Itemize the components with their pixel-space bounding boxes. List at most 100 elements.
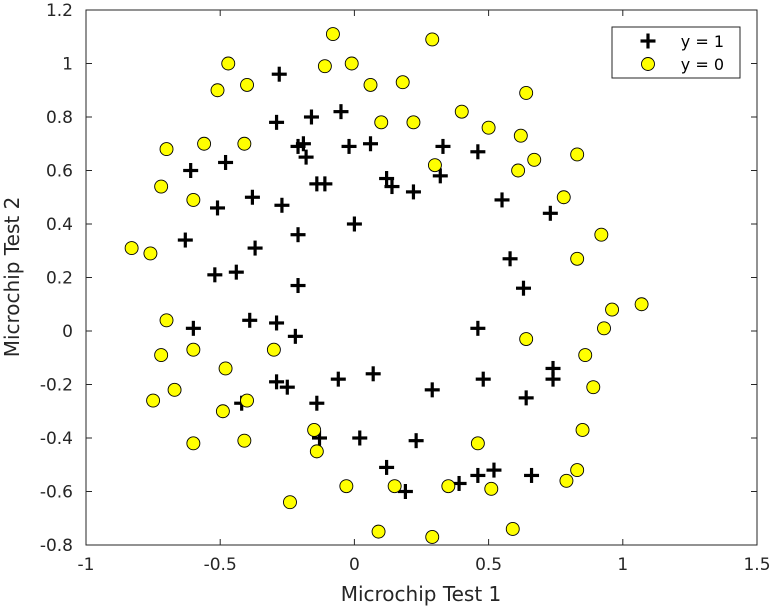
data-point-positive <box>287 328 303 344</box>
data-point-positive <box>269 315 285 331</box>
data-point-negative <box>519 85 534 100</box>
data-point-negative <box>570 251 585 266</box>
data-point-positive <box>384 179 400 195</box>
data-point-negative <box>325 27 340 42</box>
data-point-negative <box>240 393 254 408</box>
data-point-positive <box>379 171 395 187</box>
data-point-positive <box>274 197 290 213</box>
data-point-positive <box>183 163 199 178</box>
data-point-negative <box>237 136 252 151</box>
data-point-positive <box>333 104 349 120</box>
y-tick-label: -0.8 <box>40 536 73 556</box>
data-point-negative <box>215 404 230 419</box>
data-point-negative <box>186 436 201 451</box>
legend-marker-plus <box>640 33 656 49</box>
data-point-negative <box>570 147 585 162</box>
x-tick-label: 1.5 <box>743 555 770 575</box>
legend: y = 1 y = 0 <box>611 26 741 79</box>
data-point-negative <box>124 241 139 256</box>
data-point-negative <box>374 115 389 130</box>
data-point-negative <box>470 436 485 451</box>
data-point-positive <box>502 251 518 267</box>
legend-box <box>611 26 741 79</box>
data-point-negative <box>344 56 359 71</box>
data-point-positive <box>363 136 379 152</box>
data-point-positive <box>271 66 287 82</box>
data-point-negative <box>154 179 169 194</box>
data-point-negative <box>519 332 534 346</box>
data-point-positive <box>185 320 201 336</box>
data-point-negative <box>578 348 593 363</box>
data-point-positive <box>397 484 413 499</box>
data-point-negative <box>210 83 225 98</box>
data-point-negative <box>339 479 354 494</box>
data-point-positive <box>269 114 285 130</box>
data-point-negative <box>186 192 201 207</box>
data-point-positive <box>379 459 395 475</box>
data-point-positive <box>545 371 561 387</box>
data-point-negative <box>363 77 378 92</box>
data-point-positive <box>279 379 295 395</box>
data-point-positive <box>309 395 325 411</box>
data-point-positive <box>408 433 424 449</box>
y-tick-label: -0.6 <box>40 483 73 503</box>
x-tick-label: -0.5 <box>204 555 237 575</box>
data-point-positive <box>470 320 486 336</box>
legend-entry-label: y = 1 <box>681 32 724 51</box>
data-point-negative <box>143 246 158 261</box>
data-point-negative <box>559 473 574 488</box>
data-point-negative <box>634 297 649 312</box>
data-point-negative <box>317 59 332 74</box>
data-point-negative <box>594 227 609 242</box>
data-point-positive <box>346 216 362 232</box>
y-tick-label: 0.2 <box>46 269 73 289</box>
data-point-negative <box>505 522 520 536</box>
y-tick-label: 0.4 <box>46 215 73 235</box>
data-point-positive <box>207 267 223 283</box>
data-point-negative <box>425 32 440 47</box>
data-point-positive <box>298 149 314 165</box>
data-point-negative <box>427 158 442 173</box>
x-tick-label: -1 <box>78 555 95 575</box>
data-point-positive <box>210 200 226 216</box>
data-point-negative <box>283 495 297 510</box>
data-point-positive <box>317 176 333 192</box>
data-point-positive <box>269 374 285 390</box>
data-point-negative <box>266 342 281 357</box>
data-point-negative <box>481 120 496 135</box>
data-point-positive <box>330 371 346 387</box>
legend-marker-circle <box>641 57 655 71</box>
markers-layer <box>124 27 649 544</box>
data-point-negative <box>237 433 252 448</box>
legend-entry-label: y = 0 <box>681 55 724 74</box>
data-point-negative <box>159 313 174 328</box>
data-point-negative <box>575 423 590 437</box>
data-point-positive <box>542 205 558 221</box>
data-point-positive <box>228 264 244 280</box>
data-point-negative <box>556 190 571 205</box>
data-point-negative <box>597 321 611 336</box>
data-point-negative <box>371 524 386 539</box>
ticks-layer: -1 -0.5 0 0.5 1 1.5 -0.8 -0.6 -0.4 -0.2 0 0.2 0.4 0.6… <box>40 1 771 575</box>
data-point-negative <box>511 163 526 178</box>
data-point-negative <box>240 77 254 92</box>
data-point-positive <box>405 184 421 200</box>
y-tick-label: 1.2 <box>46 1 73 21</box>
data-point-positive <box>341 138 357 154</box>
y-tick-label: 0.8 <box>46 108 73 128</box>
data-point-positive <box>244 189 260 205</box>
data-point-positive <box>290 138 306 154</box>
data-point-negative <box>221 56 236 71</box>
data-point-negative <box>167 382 182 397</box>
data-point-positive <box>290 278 306 294</box>
data-point-negative <box>454 104 469 119</box>
data-point-negative <box>146 393 161 408</box>
data-point-positive <box>518 390 534 406</box>
data-point-negative <box>154 348 169 363</box>
data-point-negative <box>309 444 324 459</box>
data-point-positive <box>432 168 448 184</box>
data-point-negative <box>406 115 421 130</box>
data-point-positive <box>524 467 540 483</box>
